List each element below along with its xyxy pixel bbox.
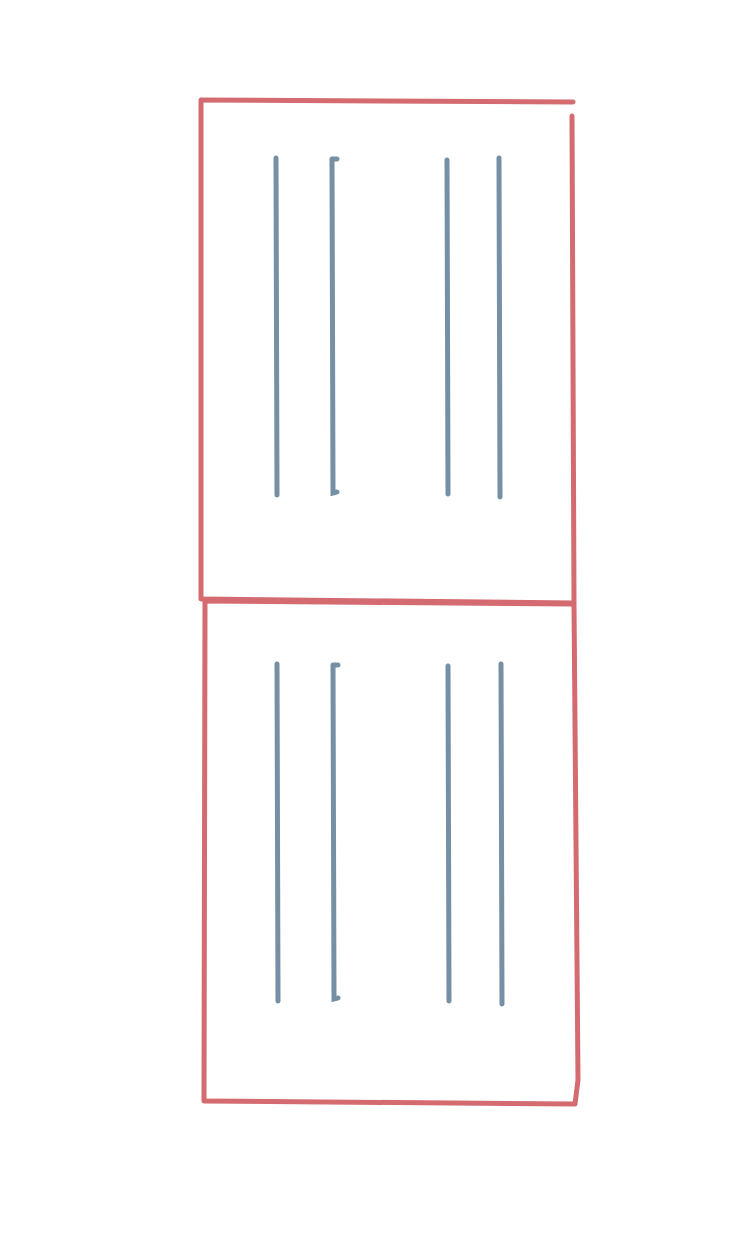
bottom-panel-frame [201,598,581,1107]
bottom-panel-line-2 [330,662,341,1003]
bottom-panel [201,598,581,1107]
top-panel-line-3 [444,157,451,497]
top-panel-frame [198,97,577,606]
top-panel [198,97,577,606]
top-panel-line-4 [496,155,503,500]
bottom-panel-line-1 [274,661,281,1004]
bottom-panel-line-4 [498,661,505,1007]
bottom-panel-line-3 [445,663,452,1004]
top-panel-line-1 [273,155,280,498]
top-panel-line-2 [329,156,340,497]
